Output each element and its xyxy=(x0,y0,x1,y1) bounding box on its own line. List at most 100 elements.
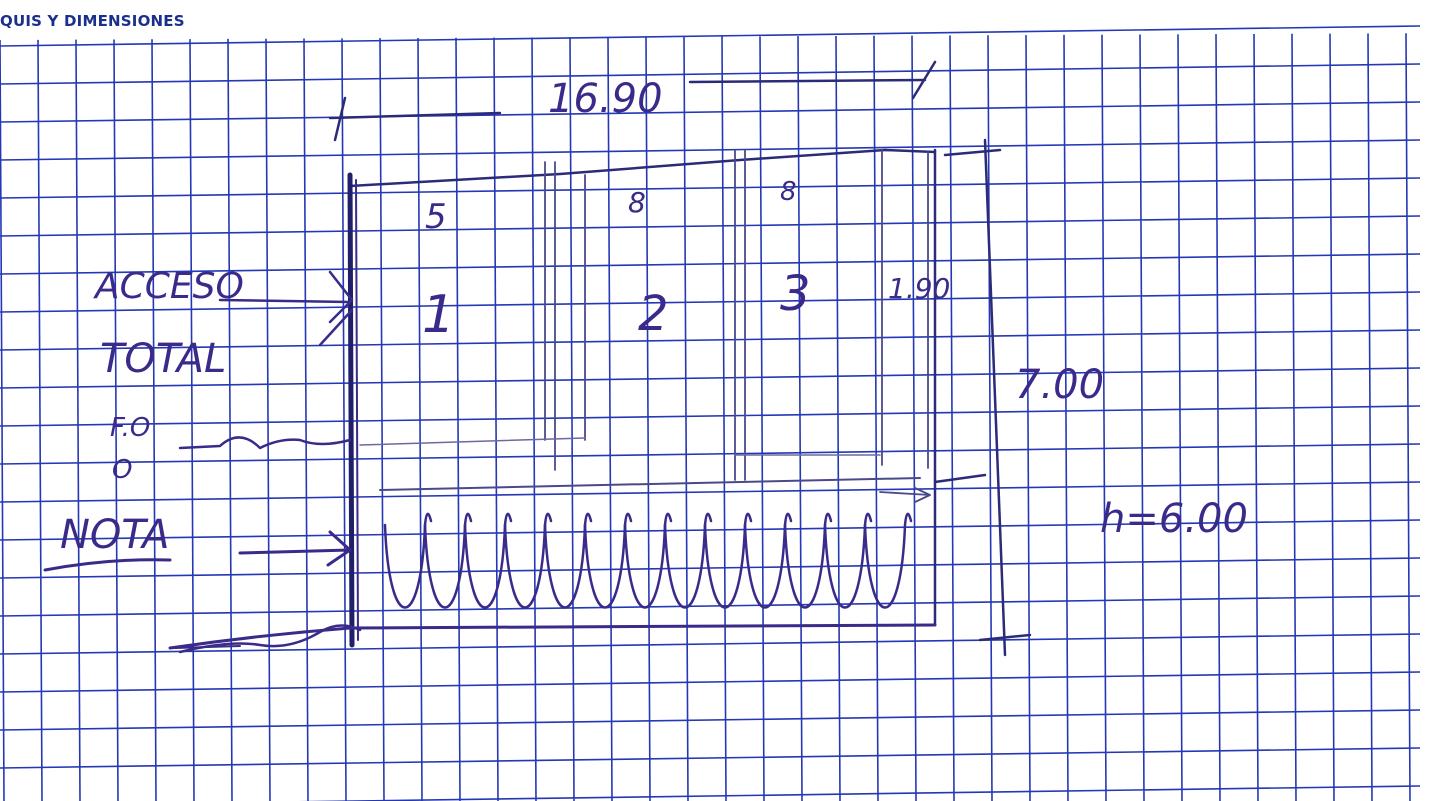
grid-line-horizontal xyxy=(0,63,1421,85)
grid-line-vertical xyxy=(265,38,271,801)
grid-line-vertical xyxy=(835,35,841,801)
roof-arch xyxy=(463,512,513,609)
bay-number-2: 2 xyxy=(638,286,669,342)
grid-line-vertical xyxy=(1405,33,1411,801)
note-nota: NOTA xyxy=(60,512,170,558)
roof-arch xyxy=(703,512,753,609)
grid-line-horizontal xyxy=(0,405,1421,427)
grid-line-horizontal xyxy=(0,633,1421,655)
dimension-width-top: 16.90 xyxy=(548,76,663,122)
grid-line-vertical xyxy=(113,39,119,801)
top-dimension-tick-left xyxy=(333,96,347,142)
roof-arch xyxy=(423,512,473,609)
building-left-wall xyxy=(347,172,355,648)
inner-line-arrow xyxy=(879,487,931,503)
grid-line-vertical xyxy=(1101,34,1107,801)
right-dimension-tick-bottom xyxy=(978,633,1032,642)
top-dimension-line xyxy=(328,111,502,120)
grid-line-vertical xyxy=(1177,34,1183,801)
right-dimension-tick-mid xyxy=(933,473,987,484)
grid-line-horizontal xyxy=(0,25,1421,47)
grid-line-vertical xyxy=(797,36,803,801)
grid-line-vertical xyxy=(721,36,727,801)
grid-line-vertical xyxy=(1215,34,1221,801)
roof-arches xyxy=(383,512,913,609)
grid-line-vertical xyxy=(1139,34,1145,801)
top-dimension-line-right xyxy=(688,78,927,84)
grid-line-vertical xyxy=(683,36,689,801)
roof-arch xyxy=(623,512,673,609)
bay-number-1: 1 xyxy=(422,285,455,345)
grid-line-vertical xyxy=(1291,33,1297,801)
roof-arch xyxy=(583,512,633,609)
bay-width-1: 5 xyxy=(425,197,447,237)
grid-line-horizontal xyxy=(0,139,1421,161)
grid-line-vertical xyxy=(1367,33,1373,801)
grid-line-horizontal xyxy=(298,785,1421,801)
grid-line-horizontal xyxy=(0,101,1421,123)
grid-line-vertical xyxy=(227,38,233,801)
grid-line-horizontal xyxy=(0,443,1421,465)
building-left-wall-inner xyxy=(355,179,359,641)
grid-line-horizontal xyxy=(0,367,1421,389)
grid-line-vertical xyxy=(987,35,993,801)
roof-arch xyxy=(783,512,833,609)
building-base-line xyxy=(168,623,937,650)
roof-arch xyxy=(383,512,433,609)
grid-line-vertical xyxy=(37,39,43,801)
dimension-height-label: h=6.00 xyxy=(1100,496,1248,542)
note-total: TOTAL xyxy=(100,336,226,382)
roof-arch xyxy=(503,512,553,609)
grid-line-vertical xyxy=(303,38,309,801)
nota-underline xyxy=(43,558,172,572)
grid-line-horizontal xyxy=(0,671,1421,693)
grid-line-vertical xyxy=(911,35,917,801)
grid-line-vertical xyxy=(1025,35,1031,801)
right-dimension-line xyxy=(983,138,1007,657)
grid-line-vertical xyxy=(75,39,81,801)
grid-line-vertical xyxy=(949,35,955,801)
grid-line-horizontal xyxy=(0,595,1421,617)
grid-line-vertical xyxy=(1329,33,1335,801)
left-small-line xyxy=(174,645,241,649)
grid-line-vertical xyxy=(189,39,195,801)
access-arrow xyxy=(218,270,354,324)
grid-line-horizontal xyxy=(0,291,1421,313)
roof-arch xyxy=(823,512,873,609)
grid-line-horizontal xyxy=(0,329,1421,351)
dimension-inner: 1.90 xyxy=(888,272,950,305)
small-arrow xyxy=(318,308,354,347)
grid-line-vertical xyxy=(873,35,879,801)
grid-line-horizontal xyxy=(0,557,1421,579)
grid-paper xyxy=(0,25,1421,801)
roof-arch xyxy=(663,512,713,609)
grid-line-vertical xyxy=(1063,34,1069,801)
grid-line-vertical xyxy=(645,36,651,801)
grid-line-horizontal xyxy=(0,519,1421,541)
left-wave-line xyxy=(178,436,352,450)
bay-width-2: 8 xyxy=(628,186,646,219)
inner-line-1 xyxy=(359,437,586,446)
building-base-wave xyxy=(178,624,362,654)
bay-number-3: 3 xyxy=(780,266,811,322)
roof-arch xyxy=(863,512,913,609)
right-dimension-tick-top xyxy=(943,148,1002,157)
grid-line-vertical xyxy=(569,37,575,801)
building-top-edge xyxy=(348,148,937,188)
grid-line-horizontal xyxy=(0,253,1421,275)
top-dimension-tick-right xyxy=(911,60,937,100)
grid-line-vertical xyxy=(1253,33,1259,801)
inner-line-3 xyxy=(379,477,921,491)
roof-arch xyxy=(543,512,593,609)
note-small-1: F.O xyxy=(110,413,150,443)
grid-line-vertical xyxy=(607,37,613,801)
grid-line-horizontal xyxy=(0,481,1421,503)
page-title: QUIS Y DIMENSIONES xyxy=(0,12,185,30)
roof-arch xyxy=(743,512,793,609)
grid-line-horizontal xyxy=(0,215,1421,237)
grid-line-horizontal xyxy=(0,177,1421,199)
note-access: ACCESO xyxy=(93,266,244,307)
grid-line-vertical xyxy=(151,39,157,801)
